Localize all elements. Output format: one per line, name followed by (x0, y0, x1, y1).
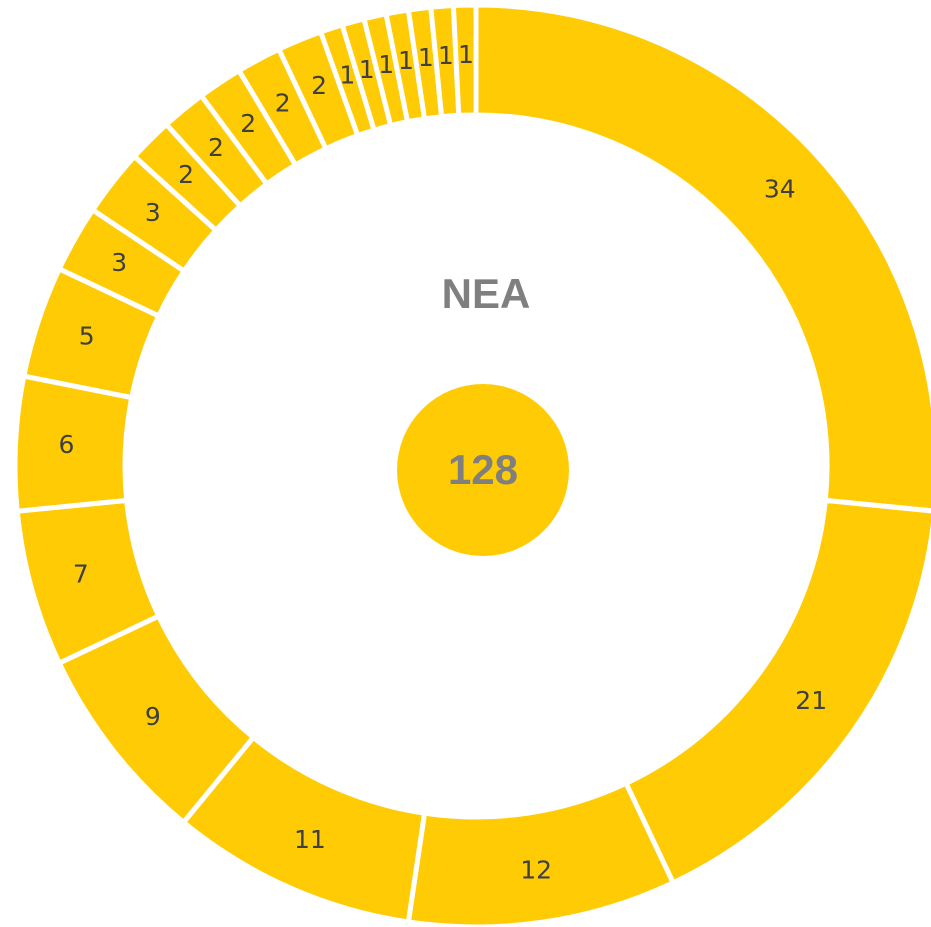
data-label: 5 (79, 321, 95, 350)
data-label: 7 (73, 559, 89, 588)
data-label: 12 (520, 856, 552, 885)
chart-title: NEA (442, 270, 531, 317)
data-label: 3 (111, 248, 127, 277)
data-label: 1 (438, 41, 454, 70)
data-label: 11 (294, 825, 326, 854)
total-label: 128 (448, 446, 518, 493)
data-label: 1 (398, 46, 414, 75)
data-label: 34 (764, 175, 796, 204)
data-label: 6 (59, 430, 75, 459)
data-label: 2 (178, 160, 194, 189)
segments (12, 2, 931, 927)
data-label: 21 (795, 686, 827, 715)
data-label: 2 (275, 88, 291, 117)
data-label: 2 (208, 133, 224, 162)
data-label: 3 (145, 198, 161, 227)
data-label: 2 (240, 109, 256, 138)
data-label: 1 (458, 40, 474, 69)
donut-segment (450, 2, 479, 119)
donut-segment (622, 497, 931, 887)
center-disc (397, 384, 569, 556)
data-label: 1 (339, 61, 355, 90)
data-label: 1 (359, 55, 375, 84)
donut-segment (473, 2, 931, 514)
data-label: 1 (378, 50, 394, 79)
data-label: 9 (145, 702, 161, 731)
data-label: 1 (418, 43, 434, 72)
data-label: 2 (311, 71, 327, 100)
